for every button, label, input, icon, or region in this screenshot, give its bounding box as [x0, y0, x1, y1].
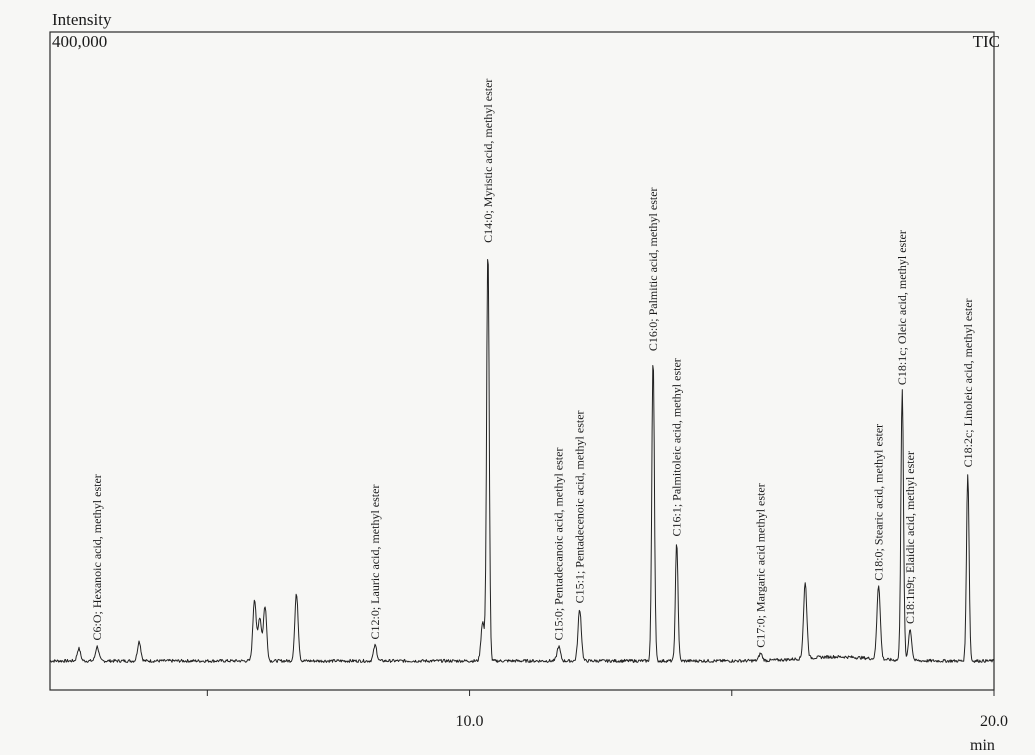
- peak-label: C16:0; Palmitic acid, methyl ester: [646, 187, 660, 351]
- peak-label: C12:0; Lauric acid, methyl ester: [368, 485, 382, 640]
- x-axis-unit: min: [970, 737, 995, 754]
- peak-label: C18:1n9t; Elaidic acid, methyl ester: [903, 451, 917, 624]
- x-tick-label: 20.0: [980, 713, 1008, 730]
- peak-label: C17:0; Margaric acid methyl ester: [754, 483, 768, 647]
- peak-label: C14:0; Myristic acid, methyl ester: [481, 79, 495, 243]
- trace-label: TIC: [973, 32, 1000, 51]
- x-tick-label: 10.0: [456, 713, 484, 730]
- peak-label: C16:1; Palmitoleic acid, methyl ester: [670, 358, 684, 536]
- peak-label: C15:0; Pentadecanoic acid, methyl ester: [552, 448, 566, 641]
- peak-labels: C6:O; Hexanoic acid, methyl ester C12:0; …: [90, 79, 975, 648]
- plot-frame: [49, 31, 995, 691]
- peak-label: C18:0; Stearic acid, methyl ester: [872, 424, 886, 581]
- peak-label: C18:1c; Oleic acid, methyl ester: [895, 230, 909, 385]
- peak-label: C6:O; Hexanoic acid, methyl ester: [90, 474, 104, 640]
- peak-label: C18:2c; Linoleic acid, methyl ester: [961, 298, 975, 467]
- x-axis: 10.0 20.0: [206, 690, 1008, 730]
- y-max-label: 400,000: [52, 32, 107, 51]
- tic-trace: [49, 259, 995, 663]
- y-axis-label: Intensity: [52, 10, 112, 29]
- peak-label: C15:1; Pentadecenoic acid, methyl ester: [573, 410, 587, 603]
